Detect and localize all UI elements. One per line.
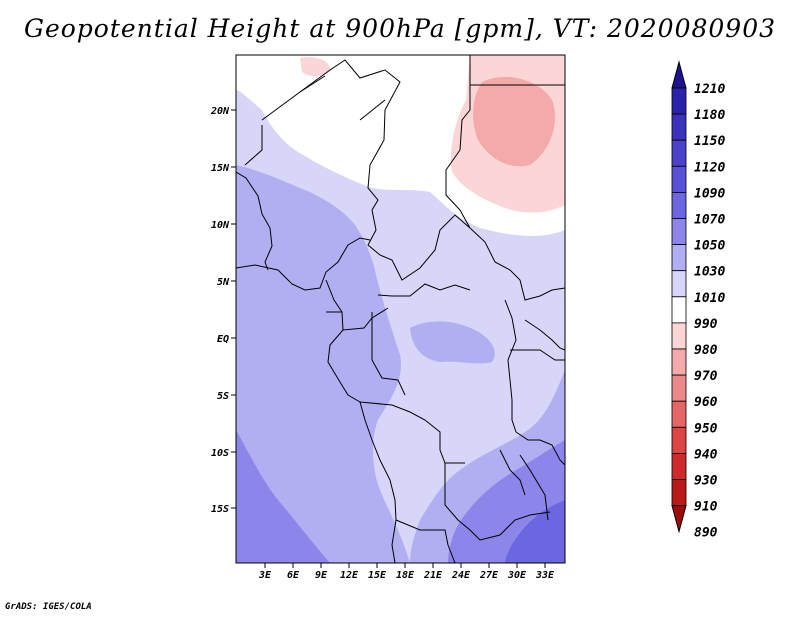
lon-label: 9E — [315, 570, 328, 581]
colorbar-label: 940 — [694, 447, 718, 462]
colorbar-label: 910 — [694, 500, 718, 515]
colorbar-segment — [671, 400, 687, 428]
colorbar-label: 930 — [694, 474, 718, 489]
colorbar-segment — [671, 139, 687, 167]
lat-label: 5N — [217, 277, 230, 288]
footer-credit: GrADS: IGES/COLA — [5, 602, 92, 612]
field-high-sw — [236, 430, 330, 563]
field-pink-ne-core — [473, 76, 556, 167]
lon-label: 18E — [396, 570, 415, 581]
colorbar-segment — [671, 270, 687, 298]
lon-label: 24E — [451, 570, 471, 581]
lat-label: 5S — [217, 391, 229, 402]
lon-label: 3E — [258, 570, 272, 581]
colorbar-label: 890 — [694, 526, 718, 541]
colorbar-label: 1150 — [694, 134, 725, 149]
lon-label: 27E — [479, 570, 499, 581]
field-highest-se — [505, 500, 565, 563]
boundaries — [236, 55, 565, 563]
colorbar-segment — [671, 348, 687, 376]
colorbar-label: 970 — [694, 369, 718, 384]
colorbar-segment — [671, 374, 687, 402]
lat-axis: 20N 15N 10N 5N EQ 5S 10S 15S — [210, 106, 236, 515]
lon-label: 30E — [507, 570, 527, 581]
lon-label: 6E — [287, 570, 300, 581]
colorbar-segment — [671, 426, 687, 454]
colorbar-label: 980 — [694, 343, 718, 358]
map-title: Geopotential Height at 900hPa [gpm], VT:… — [23, 14, 777, 43]
colorbar-label: 1070 — [694, 213, 725, 228]
colorbar-segment — [671, 87, 687, 115]
colorbar-label: 1120 — [694, 160, 725, 175]
lon-label: 15E — [368, 570, 387, 581]
shaded-field — [236, 55, 565, 563]
colorbar-segment — [671, 479, 687, 507]
colorbar-label: 950 — [694, 421, 718, 436]
colorbar-label: 1010 — [694, 291, 725, 306]
colorbar-arrow-bottom — [671, 505, 687, 534]
plot-frame — [235, 54, 566, 564]
colorbar: 1210 1180 1150 1120 1090 1070 1050 1030 1010 990 9… — [671, 60, 725, 541]
colorbar-segment — [671, 218, 687, 246]
lon-label: 33E — [535, 570, 555, 581]
field-mid-congo — [410, 321, 495, 364]
colorbar-label: 990 — [694, 317, 718, 332]
lon-label: 21E — [423, 570, 443, 581]
colorbar-label: 1030 — [694, 265, 725, 280]
colorbar-segment — [671, 452, 687, 480]
lat-label: 20N — [210, 106, 230, 117]
colorbar-segment — [671, 165, 687, 193]
colorbar-label: 1090 — [694, 186, 725, 201]
lat-label: EQ — [217, 334, 229, 345]
colorbar-arrow-top — [671, 60, 687, 89]
colorbar-segment — [671, 296, 687, 324]
colorbar-label: 1210 — [694, 82, 725, 97]
field-pink-nw — [300, 57, 330, 77]
lon-label: 12E — [340, 570, 359, 581]
colorbar-label: 960 — [694, 395, 718, 410]
lat-label: 10N — [211, 220, 230, 231]
colorbar-segment — [671, 244, 687, 272]
lat-label: 15S — [211, 504, 229, 515]
colorbar-segment — [671, 113, 687, 141]
lat-label: 15N — [211, 163, 230, 174]
colorbar-segment — [671, 191, 687, 219]
lat-label: 10S — [211, 448, 229, 459]
colorbar-label: 1180 — [694, 108, 725, 123]
colorbar-label: 1050 — [694, 239, 725, 254]
lon-axis: 3E 6E 9E 12E 15E 18E 21E 24E 27E 30E 33E — [258, 563, 555, 581]
colorbar-segment — [671, 322, 687, 350]
field-mid-west — [236, 165, 410, 563]
